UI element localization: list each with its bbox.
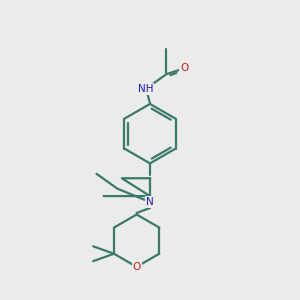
Text: N: N (146, 197, 154, 207)
Text: O: O (180, 63, 188, 73)
Text: O: O (133, 262, 141, 272)
Text: NH: NH (138, 84, 153, 94)
